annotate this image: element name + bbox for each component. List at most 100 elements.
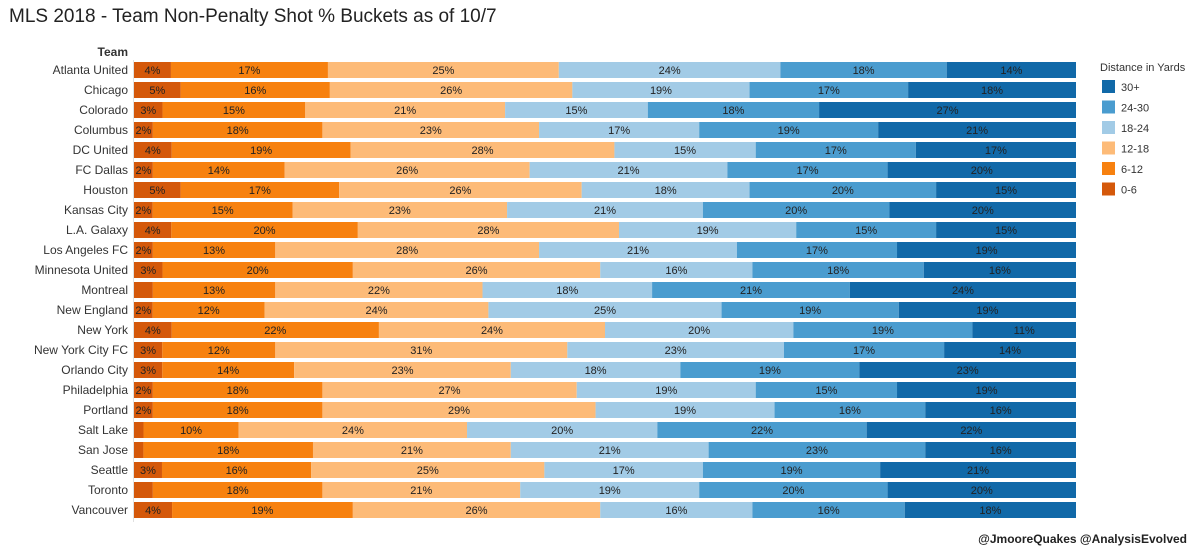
data-label: 2% bbox=[135, 205, 151, 217]
data-label: 21% bbox=[394, 105, 416, 117]
bar-segment-24-30 bbox=[793, 322, 973, 338]
data-label: 14% bbox=[217, 365, 239, 377]
bar-segment-12-18 bbox=[322, 482, 521, 498]
data-label: 3% bbox=[140, 345, 156, 357]
data-label: 2% bbox=[135, 405, 151, 417]
data-label: 18% bbox=[979, 505, 1001, 517]
data-label: 23% bbox=[420, 125, 442, 137]
data-label: 24% bbox=[659, 65, 681, 77]
data-label: 18% bbox=[981, 85, 1003, 97]
data-label: 21% bbox=[740, 285, 762, 297]
data-label: 13% bbox=[203, 245, 225, 257]
bar-segment-24-30 bbox=[702, 462, 881, 478]
bar-segment-24-30 bbox=[774, 402, 926, 418]
data-label: 21% bbox=[627, 245, 649, 257]
team-label: Orlando City bbox=[61, 363, 128, 377]
data-label: 28% bbox=[472, 145, 494, 157]
data-label: 26% bbox=[440, 85, 462, 97]
data-label: 18% bbox=[722, 105, 744, 117]
bar-segment-6-12 bbox=[152, 122, 323, 138]
bar-segment-30+ bbox=[866, 422, 1076, 438]
data-label: 23% bbox=[957, 365, 979, 377]
team-label: Columbus bbox=[74, 123, 128, 137]
data-label: 17% bbox=[985, 145, 1007, 157]
legend-swatch-0-6 bbox=[1102, 182, 1115, 196]
data-label: 20% bbox=[247, 265, 269, 277]
data-label: 17% bbox=[613, 465, 635, 477]
bar-segment-24-30 bbox=[708, 442, 926, 458]
data-label: 18% bbox=[227, 485, 249, 497]
data-label: 21% bbox=[966, 125, 988, 137]
bar-segment-12-18 bbox=[275, 242, 540, 258]
team-label: Toronto bbox=[88, 483, 128, 497]
data-label: 15% bbox=[565, 105, 587, 117]
data-label: 15% bbox=[855, 225, 877, 237]
bar-segment-18-24 bbox=[539, 242, 737, 258]
data-label: 14% bbox=[208, 165, 230, 177]
team-label: Salt Lake bbox=[78, 423, 128, 437]
data-label: 15% bbox=[674, 145, 696, 157]
data-label: 20% bbox=[782, 485, 804, 497]
bar-segment-0-6 bbox=[134, 442, 144, 458]
bar-segment-30+ bbox=[819, 102, 1076, 118]
team-label: New York City FC bbox=[34, 343, 128, 357]
data-label: 2% bbox=[135, 385, 151, 397]
bar-segment-0-6 bbox=[134, 122, 153, 138]
bar-segment-12-18 bbox=[322, 402, 596, 418]
bar-segment-18-24 bbox=[507, 202, 703, 218]
bar-segment-12-18 bbox=[339, 182, 582, 198]
bar-segment-18-24 bbox=[600, 262, 753, 278]
bar-segment-0-6 bbox=[134, 482, 153, 498]
legend-label: 24-30 bbox=[1121, 103, 1149, 115]
data-label: 3% bbox=[140, 465, 156, 477]
data-label: 19% bbox=[650, 85, 672, 97]
bar-segment-24-30 bbox=[721, 302, 899, 318]
data-label: 15% bbox=[212, 205, 234, 217]
bar-segment-12-18 bbox=[357, 222, 619, 238]
bar-segment-18-24 bbox=[576, 382, 756, 398]
legend-label: 30+ bbox=[1121, 82, 1140, 94]
bar-segment-24-30 bbox=[657, 422, 867, 438]
bar-segment-6-12 bbox=[180, 182, 340, 198]
data-label: 16% bbox=[665, 265, 687, 277]
data-label: 4% bbox=[145, 325, 161, 337]
bar-segment-12-18 bbox=[284, 162, 530, 178]
bar-segment-30+ bbox=[887, 162, 1076, 178]
bar-segment-0-6 bbox=[134, 182, 181, 198]
bar-segment-30+ bbox=[944, 342, 1076, 358]
bar-segment-6-12 bbox=[180, 82, 330, 98]
bar-segment-18-24 bbox=[572, 82, 750, 98]
data-label: 31% bbox=[410, 345, 432, 357]
data-label: 22% bbox=[960, 425, 982, 437]
data-label: 21% bbox=[594, 205, 616, 217]
bar-segment-24-30 bbox=[755, 382, 898, 398]
data-label: 19% bbox=[250, 145, 272, 157]
credit-text: @JmooreQuakes @AnalysisEvolved bbox=[978, 532, 1187, 546]
bar-segment-6-12 bbox=[152, 282, 276, 298]
bar-segment-0-6 bbox=[134, 362, 163, 378]
bar-segment-24-30 bbox=[647, 102, 820, 118]
bar-segment-12-18 bbox=[350, 142, 615, 158]
data-label: 20% bbox=[971, 485, 993, 497]
data-label: 19% bbox=[599, 485, 621, 497]
data-label: 15% bbox=[995, 225, 1017, 237]
data-label: 5% bbox=[149, 85, 165, 97]
bar-segment-0-6 bbox=[134, 462, 162, 478]
bar-segment-18-24 bbox=[581, 182, 750, 198]
team-label: DC United bbox=[73, 143, 128, 157]
data-label: 25% bbox=[417, 465, 439, 477]
bar-segment-6-12 bbox=[161, 462, 312, 478]
legend-swatch-18-24 bbox=[1102, 121, 1115, 134]
team-label: Kansas City bbox=[64, 203, 128, 217]
team-label: Philadelphia bbox=[63, 383, 129, 397]
team-label: Montreal bbox=[81, 283, 128, 297]
bar-segment-24-30 bbox=[699, 122, 879, 138]
bar-segment-0-6 bbox=[134, 422, 144, 438]
data-label: 12% bbox=[198, 305, 220, 317]
bar-segment-18-24 bbox=[605, 322, 794, 338]
team-label: New England bbox=[57, 303, 128, 317]
data-label: 13% bbox=[203, 285, 225, 297]
bar-segment-30+ bbox=[936, 222, 1076, 238]
data-label: 26% bbox=[449, 185, 471, 197]
